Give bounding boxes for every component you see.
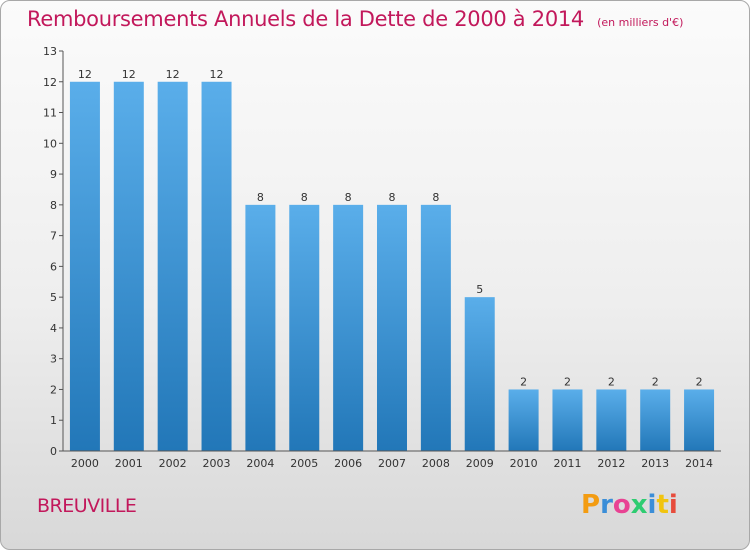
- x-tick-label: 2002: [159, 457, 187, 470]
- bar-value-label: 2: [520, 375, 527, 388]
- bar: [640, 389, 671, 451]
- bar-value-label: 2: [608, 375, 615, 388]
- y-tick-label: 1: [50, 414, 57, 427]
- bar: [157, 81, 188, 452]
- x-tick-label: 2011: [553, 457, 581, 470]
- x-tick-label: 2001: [115, 457, 143, 470]
- x-tick-label: 2007: [378, 457, 406, 470]
- bar: [333, 204, 364, 451]
- bar: [420, 204, 451, 451]
- y-tick-label: 11: [43, 107, 57, 120]
- title-row: Remboursements Annuels de la Dette de 20…: [27, 7, 683, 31]
- y-tick-label: 6: [50, 260, 57, 273]
- bar: [377, 204, 407, 451]
- x-tick-label: 2010: [510, 457, 538, 470]
- x-tick-label: 2000: [71, 457, 99, 470]
- bar-value-label: 2: [696, 375, 703, 388]
- bar: [508, 389, 539, 451]
- chart-title: Remboursements Annuels de la Dette de 20…: [27, 7, 584, 31]
- bar-value-label: 12: [210, 68, 224, 81]
- chart-unit: (en milliers d'€): [597, 16, 684, 29]
- bar-value-label: 12: [166, 68, 180, 81]
- bar: [201, 81, 232, 452]
- bar-value-label: 8: [345, 191, 352, 204]
- y-tick-label: 9: [50, 168, 57, 181]
- bar: [69, 81, 100, 452]
- bar: [113, 81, 144, 452]
- logo-letter: P: [581, 490, 601, 520]
- bar: [245, 204, 276, 451]
- x-tick-label: 2012: [597, 457, 625, 470]
- x-tick-label: 2014: [685, 457, 713, 470]
- proxiti-logo: Proxiti: [581, 490, 678, 520]
- x-axis: 2000 2001 2002 2003 2004 2005 2006 2007 2008 2009…: [63, 450, 721, 470]
- bar: [596, 389, 627, 451]
- x-tick-label: 2006: [334, 457, 362, 470]
- bar: [289, 204, 320, 451]
- logo-letter: r: [600, 490, 613, 520]
- x-tick-label: 2013: [641, 457, 669, 470]
- x-tick-label: 2005: [290, 457, 318, 470]
- bar-value-label: 8: [389, 191, 396, 204]
- y-tick-label: 4: [50, 322, 57, 335]
- y-tick-label: 5: [50, 291, 57, 304]
- y-tick-label: 13: [43, 45, 57, 58]
- bars: 12 12 12 12 8 8 8 8 8 5 2 2 2 2 2: [69, 68, 715, 452]
- logo-letter: i: [647, 490, 657, 520]
- logo-letter: i: [668, 490, 678, 520]
- commune-name: BREUVILLE: [37, 495, 137, 517]
- x-tick-label: 2008: [422, 457, 450, 470]
- x-tick-label: 2009: [466, 457, 494, 470]
- bar-value-label: 8: [432, 191, 439, 204]
- y-tick-label: 3: [50, 353, 57, 366]
- y-tick-label: 8: [50, 199, 57, 212]
- bar-value-label: 5: [476, 283, 483, 296]
- bar-value-label: 2: [652, 375, 659, 388]
- logo-letter: x: [630, 490, 648, 520]
- y-tick-label: 12: [43, 76, 57, 89]
- bar: [552, 389, 583, 451]
- bar-value-label: 2: [564, 375, 571, 388]
- y-tick-label: 0: [50, 445, 57, 458]
- logo-letter: t: [656, 490, 669, 520]
- bar: [464, 297, 495, 451]
- bar-value-label: 12: [122, 68, 136, 81]
- bar-value-label: 12: [78, 68, 92, 81]
- bar: [684, 389, 715, 451]
- x-tick-label: 2003: [203, 457, 231, 470]
- y-tick-label: 7: [50, 230, 57, 243]
- y-tick-label: 2: [50, 383, 57, 396]
- x-tick-label: 2004: [246, 457, 274, 470]
- bar-value-label: 8: [301, 191, 308, 204]
- bar-value-label: 8: [257, 191, 264, 204]
- logo-letter: o: [612, 490, 631, 520]
- y-tick-label: 10: [43, 137, 57, 150]
